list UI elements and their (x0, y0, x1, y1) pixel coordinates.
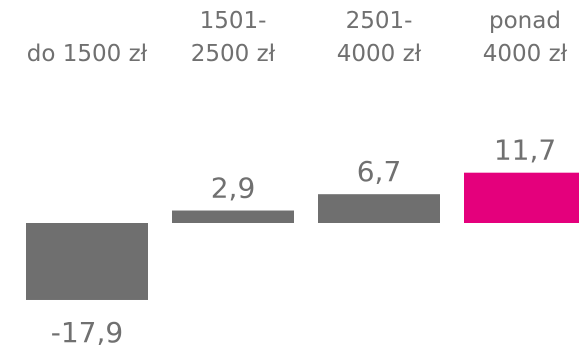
category-label-1-line-1: 2500 zł (191, 41, 276, 67)
category-label-2-line-1: 4000 zł (337, 41, 422, 67)
category-label-2-line-0: 2501- (346, 8, 413, 34)
bar-2 (318, 194, 440, 223)
value-label-2: 6,7 (357, 155, 402, 188)
value-label-3: 11,7 (494, 134, 556, 167)
bar-3 (464, 172, 579, 223)
category-label-3-line-1: 4000 zł (483, 41, 568, 67)
bar-1 (172, 210, 294, 223)
value-label-1: 2,9 (211, 172, 256, 205)
category-label-0-line-0: do 1500 zł (27, 41, 148, 67)
value-label-0: -17,9 (51, 316, 123, 349)
bar-0 (26, 223, 148, 300)
category-label-1-line-0: 1501- (200, 8, 267, 34)
category-label-3-line-0: ponad (489, 8, 561, 34)
